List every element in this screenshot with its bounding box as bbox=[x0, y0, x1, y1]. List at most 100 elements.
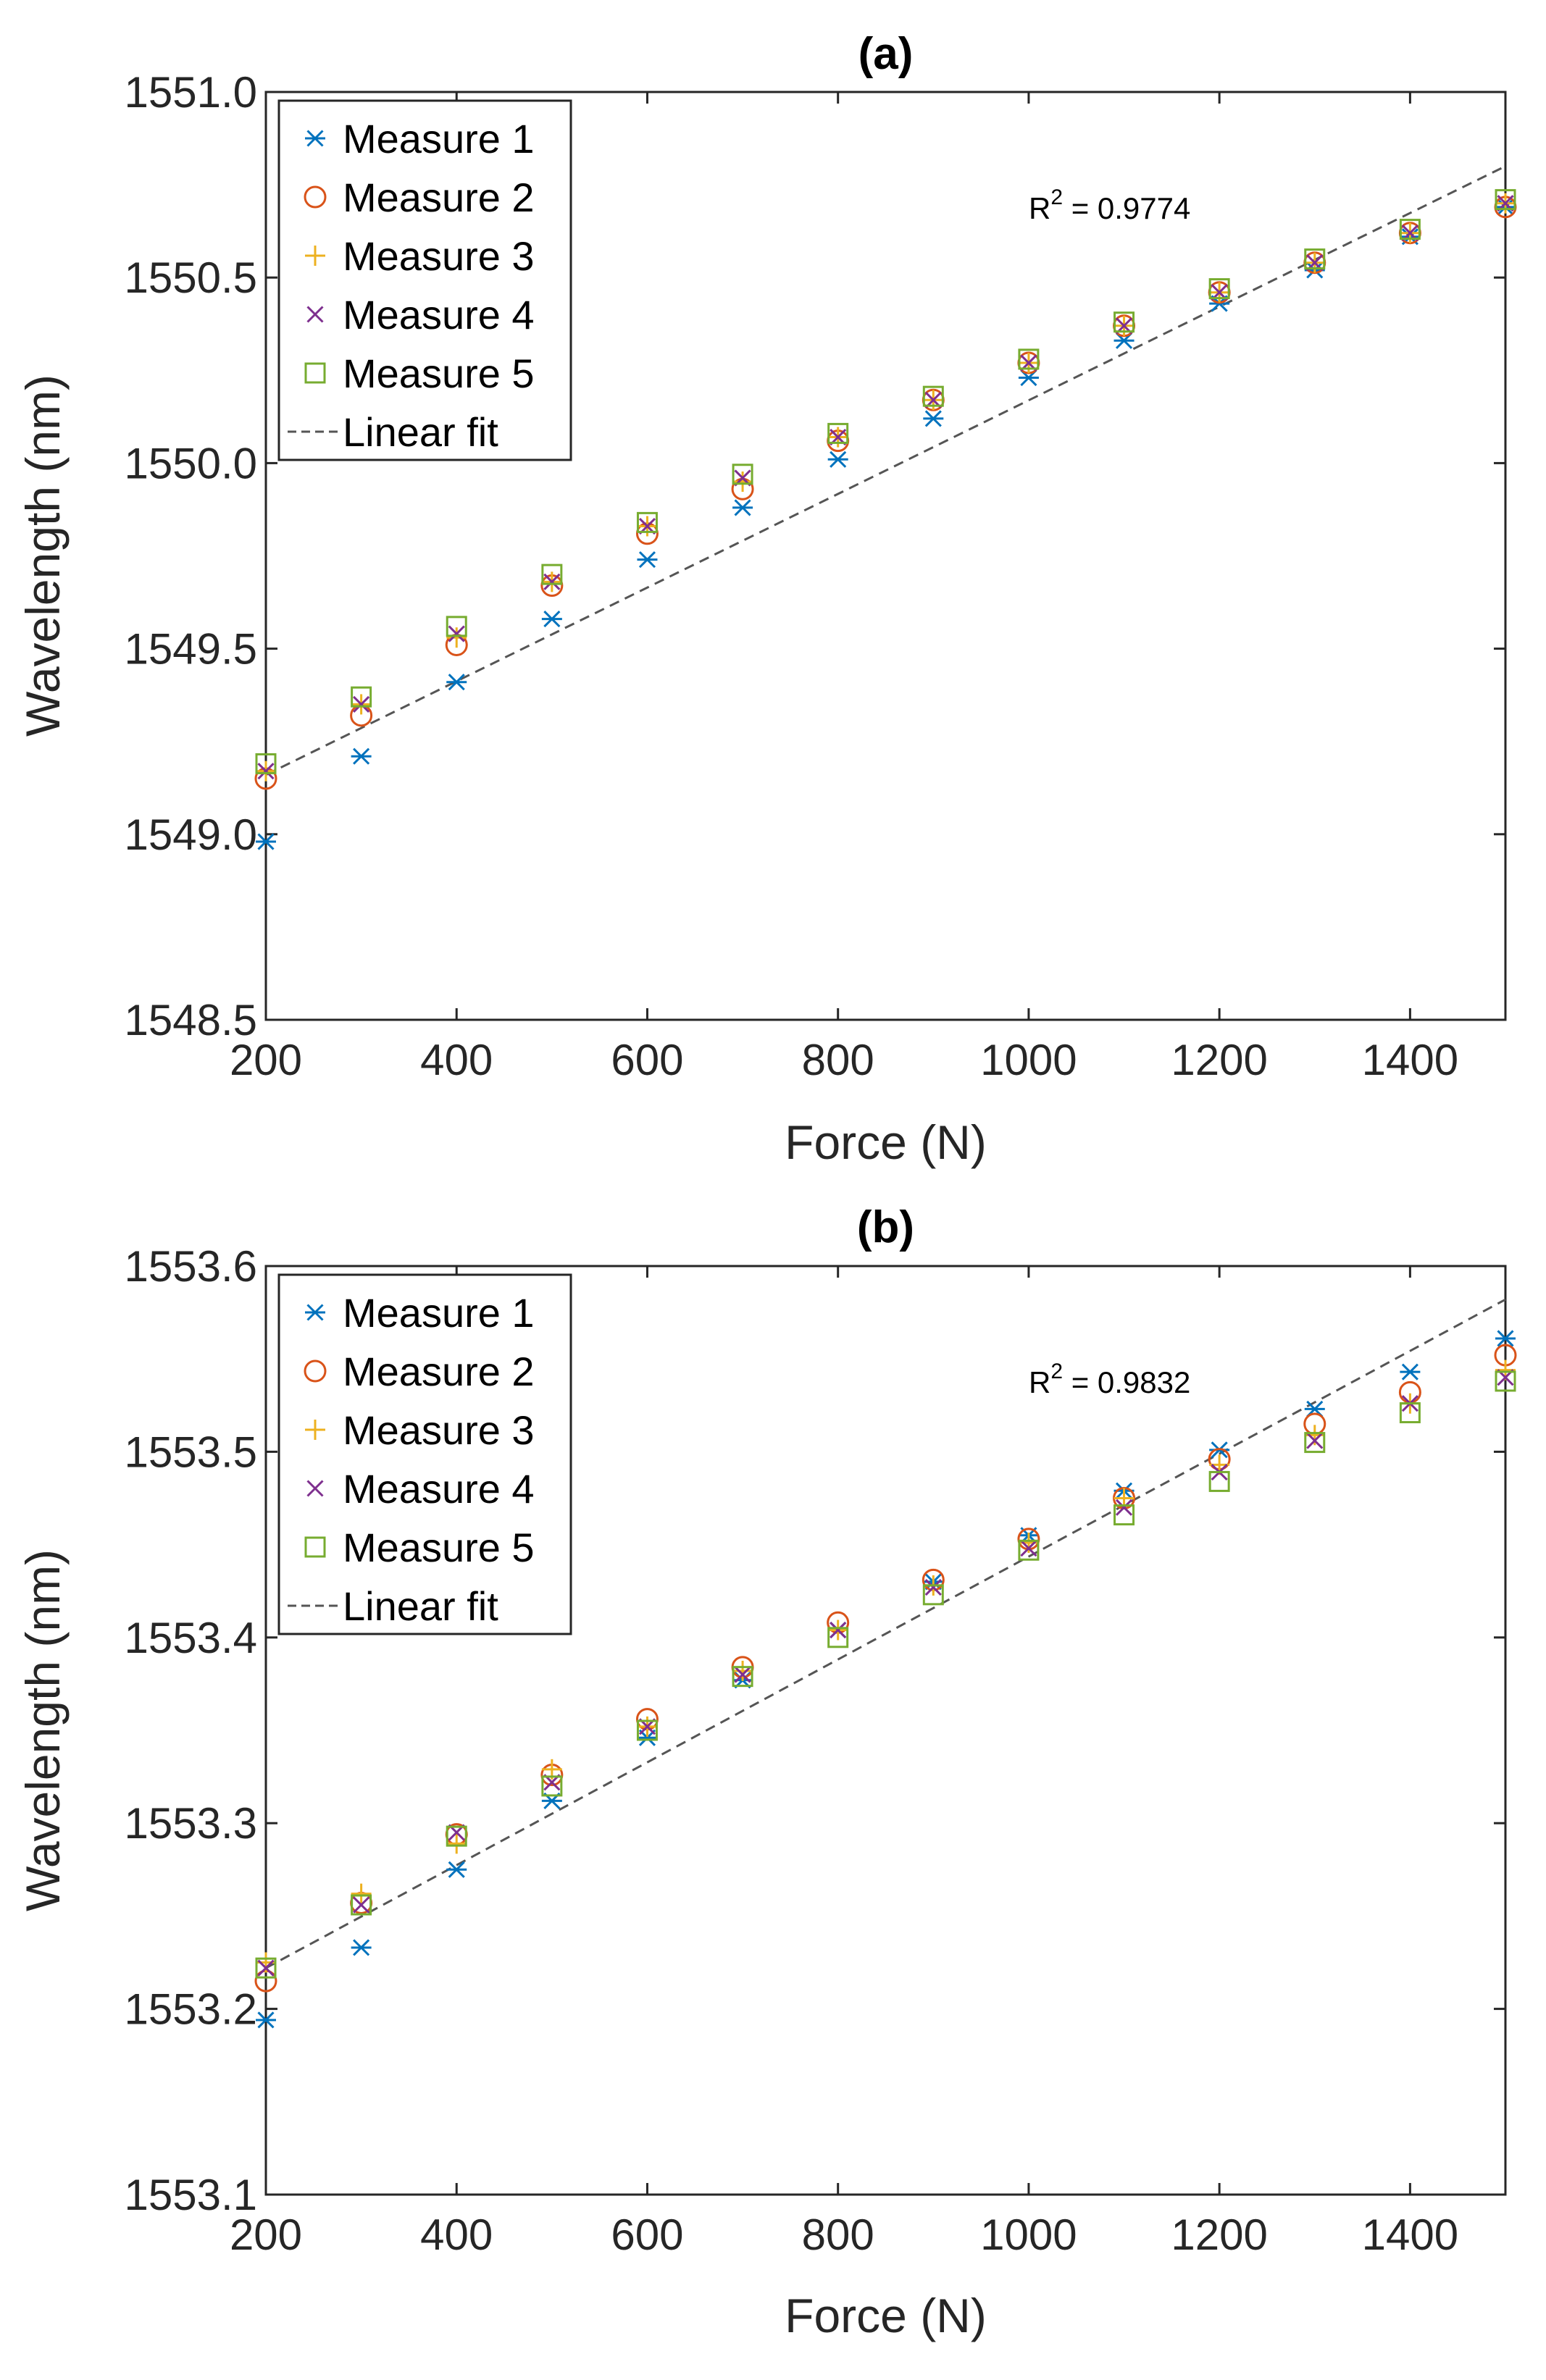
data-point bbox=[924, 1579, 942, 1596]
data-point bbox=[922, 1584, 944, 1606]
data-point bbox=[541, 611, 562, 628]
series-measure-5 bbox=[255, 189, 1516, 774]
data-point bbox=[446, 1833, 467, 1854]
data-point bbox=[1399, 219, 1421, 240]
data-point bbox=[351, 1939, 372, 1956]
y-tick-label: 1553.5 bbox=[124, 1428, 257, 1476]
legend-marker bbox=[304, 185, 327, 209]
legend-marker bbox=[306, 306, 324, 323]
legend-entry: Linear fit bbox=[343, 1583, 498, 1629]
data-point bbox=[541, 563, 563, 585]
x-tick-label: 800 bbox=[802, 1036, 874, 1084]
x-tick-label: 1200 bbox=[1171, 1036, 1267, 1084]
y-tick-label: 1553.4 bbox=[124, 1614, 257, 1662]
data-point bbox=[446, 627, 467, 648]
legend-box bbox=[277, 1273, 572, 1635]
data-point bbox=[1306, 1432, 1324, 1449]
x-tick-label: 600 bbox=[611, 1036, 683, 1084]
data-point bbox=[1495, 1330, 1516, 1347]
data-point bbox=[830, 1621, 847, 1639]
y-axis-label: Wavelength (nm) bbox=[16, 1549, 70, 1911]
x-tick-label: 600 bbox=[611, 2211, 683, 2259]
legend-marker bbox=[304, 1359, 327, 1383]
r-squared-annotation: R2 = 0.9832 bbox=[1029, 1359, 1190, 1399]
data-point bbox=[732, 499, 753, 516]
data-point bbox=[1018, 1539, 1040, 1561]
x-tick-label: 800 bbox=[802, 2211, 874, 2259]
data-point bbox=[732, 1660, 753, 1681]
panel-a: (a) 200 400 600 800 1000 1200 1400 1548.5 1549.0 1… bbox=[16, 29, 1517, 1169]
x-axis-label: Force (N) bbox=[785, 1115, 987, 1169]
panel-title: (b) bbox=[857, 1202, 914, 1252]
data-point bbox=[1208, 1470, 1230, 1492]
data-point bbox=[923, 410, 944, 427]
legend-entry: Measure 1 bbox=[343, 1290, 535, 1336]
data-point bbox=[351, 1894, 372, 1916]
data-point bbox=[827, 451, 848, 468]
legend-marker bbox=[305, 1304, 325, 1321]
linear-fit-line bbox=[265, 165, 1506, 776]
data-point bbox=[446, 1825, 467, 1847]
data-point bbox=[353, 1896, 370, 1914]
linear-fit-line bbox=[265, 1298, 1506, 1969]
data-point bbox=[827, 1627, 849, 1648]
data-point bbox=[256, 2011, 276, 2029]
data-point bbox=[827, 422, 849, 444]
data-point bbox=[1113, 311, 1135, 333]
legend-entry: Linear fit bbox=[343, 409, 498, 455]
legend-entry: Measure 1 bbox=[343, 116, 535, 162]
y-tick-label: 1553.2 bbox=[124, 1985, 257, 2034]
y-tick-label: 1549.0 bbox=[124, 810, 257, 859]
data-point bbox=[351, 686, 372, 708]
x-tick-label: 1400 bbox=[1362, 2211, 1458, 2259]
legend: Measure 1 Measure 2 Measure 3 Measure 4 Meas… bbox=[277, 99, 572, 461]
legend-marker bbox=[305, 246, 325, 266]
data-point bbox=[446, 1861, 467, 1878]
data-point bbox=[1020, 1540, 1037, 1557]
legend-entry: Measure 3 bbox=[343, 233, 535, 279]
legend-marker bbox=[305, 1420, 325, 1440]
data-point bbox=[543, 573, 561, 590]
x-axis-label: Force (N) bbox=[785, 2289, 987, 2342]
legend-entry: Measure 4 bbox=[343, 292, 535, 338]
data-point bbox=[732, 464, 753, 485]
data-point bbox=[1400, 1363, 1421, 1380]
panel-title: (a) bbox=[858, 29, 914, 79]
data-point bbox=[1495, 1370, 1516, 1392]
x-tick-label: 1000 bbox=[980, 1036, 1077, 1084]
data-point bbox=[255, 753, 277, 774]
data-point bbox=[1115, 1499, 1133, 1516]
y-tick-label: 1551.0 bbox=[124, 68, 257, 117]
data-point bbox=[353, 695, 370, 713]
y-tick-label: 1549.5 bbox=[124, 625, 257, 674]
y-axis-label: Wavelength (nm) bbox=[16, 374, 70, 737]
data-point bbox=[637, 551, 658, 569]
y-tick-label: 1548.5 bbox=[124, 996, 257, 1044]
data-point bbox=[732, 472, 753, 493]
data-point bbox=[351, 747, 372, 765]
legend-entry: Measure 2 bbox=[343, 175, 535, 220]
data-point bbox=[257, 1959, 275, 1977]
y-tick-label: 1553.3 bbox=[124, 1799, 257, 1848]
data-point bbox=[446, 616, 467, 637]
x-tick-label: 1000 bbox=[980, 2211, 1077, 2259]
legend-marker bbox=[305, 130, 325, 147]
x-tick-label: 200 bbox=[230, 1036, 302, 1084]
data-point bbox=[256, 833, 276, 850]
data-point bbox=[734, 1666, 751, 1683]
data-point bbox=[922, 385, 944, 407]
y-tick-label: 1553.1 bbox=[124, 2171, 257, 2219]
r-squared-annotation: R2 = 0.9774 bbox=[1029, 185, 1190, 225]
x-tick-label: 1200 bbox=[1171, 2211, 1267, 2259]
data-point bbox=[255, 1957, 277, 1979]
x-tick-label: 400 bbox=[420, 2211, 493, 2259]
data-point bbox=[541, 1775, 563, 1797]
data-point bbox=[1304, 1432, 1326, 1454]
data-point bbox=[636, 1719, 658, 1741]
data-point bbox=[1304, 248, 1326, 270]
data-point bbox=[448, 625, 465, 642]
data-point bbox=[1018, 348, 1040, 370]
y-tick-label: 1550.0 bbox=[124, 439, 257, 487]
data-point bbox=[1399, 1402, 1421, 1424]
